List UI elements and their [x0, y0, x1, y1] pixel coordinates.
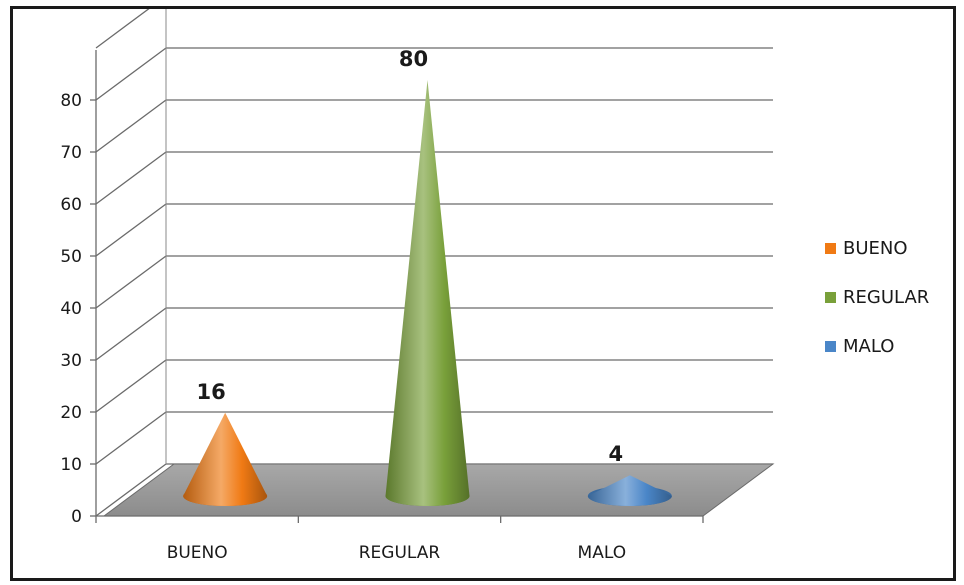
- cone-body: [385, 80, 470, 506]
- legend-swatch: [825, 292, 836, 303]
- legend-swatch: [825, 341, 836, 352]
- gridline-side: [95, 99, 167, 153]
- legend-label: REGULAR: [843, 287, 929, 308]
- y-tick-label: 50: [60, 247, 82, 267]
- cone-bar-regular: [385, 80, 470, 506]
- y-tick-label: 60: [60, 195, 82, 215]
- gridline-side: [95, 463, 167, 517]
- y-tick-label: 70: [60, 143, 82, 163]
- legend-label: BUENO: [843, 238, 908, 259]
- y-tick-label: 80: [60, 91, 82, 111]
- legend-label: MALO: [843, 336, 894, 357]
- x-category-label: MALO: [578, 543, 627, 563]
- gridline-side: [95, 255, 167, 309]
- gridline-side: [95, 359, 167, 413]
- gridline-side: [95, 151, 167, 205]
- gridline-side: [95, 47, 167, 101]
- y-tick-label: 0: [71, 507, 82, 527]
- legend-swatch: [825, 243, 836, 254]
- gridline-side: [95, 203, 167, 257]
- y-tick-label: 40: [60, 299, 82, 319]
- cone-body: [183, 412, 268, 506]
- data-label: 16: [197, 380, 226, 404]
- data-label: 80: [399, 47, 428, 71]
- data-label: 4: [609, 442, 624, 466]
- cone-bar-malo: [587, 475, 672, 506]
- cone-body: [587, 475, 672, 506]
- cone-bar-bueno: [183, 412, 268, 506]
- x-category-label: BUENO: [167, 543, 228, 563]
- x-category-label: REGULAR: [359, 543, 441, 563]
- gridline-side: [95, 411, 167, 465]
- chart-frame: 0 10 20 30 40 50 60 70 80 BUENO REGULAR MALO 16 80 4 …: [10, 6, 956, 581]
- gridline-side: [95, 9, 150, 49]
- gridline-side: [95, 307, 167, 361]
- y-tick-label: 10: [60, 455, 82, 475]
- y-tick-label: 30: [60, 351, 82, 371]
- y-tick-label: 20: [60, 403, 82, 423]
